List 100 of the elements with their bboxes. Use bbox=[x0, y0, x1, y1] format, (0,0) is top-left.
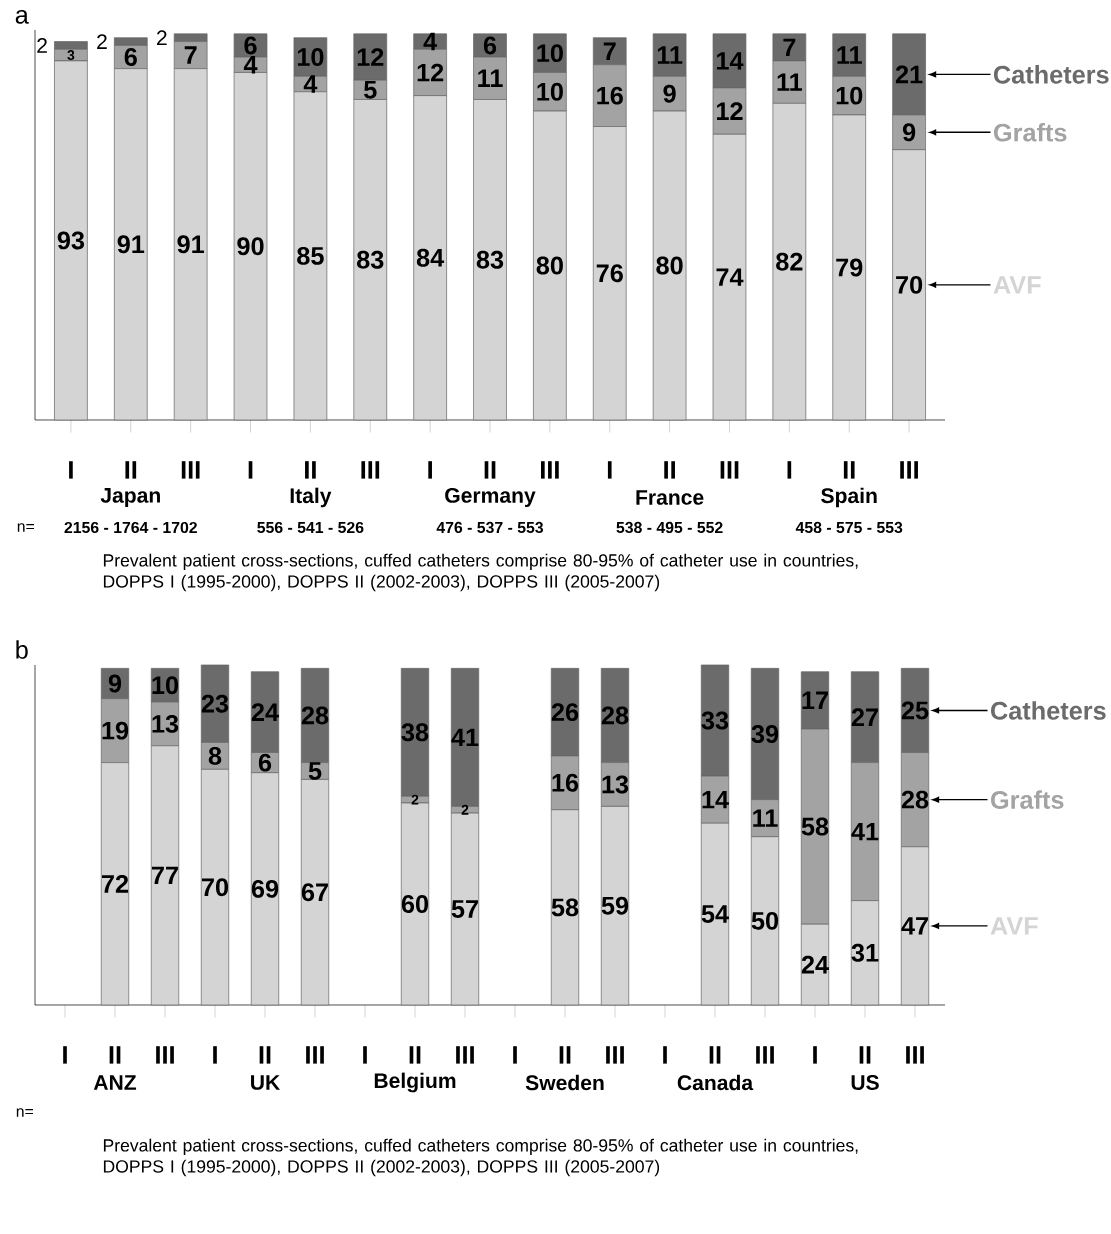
data-label: 13 bbox=[602, 775, 628, 794]
data-label: 28 bbox=[901, 790, 929, 809]
data-label: 72 bbox=[101, 874, 128, 893]
x-tick-label: II bbox=[125, 461, 136, 479]
data-label: 11 bbox=[657, 46, 683, 64]
x-tick-label: III bbox=[181, 461, 200, 479]
data-label: 12 bbox=[357, 48, 384, 66]
data-label: 31 bbox=[851, 943, 879, 962]
text: Canada bbox=[677, 1074, 754, 1091]
data-label: 4 bbox=[243, 56, 258, 74]
data-label: 58 bbox=[551, 898, 579, 917]
data-label: 7 bbox=[184, 46, 197, 64]
text: US bbox=[851, 1075, 879, 1090]
data-label: 54 bbox=[701, 905, 729, 923]
data-label: 70 bbox=[201, 878, 228, 897]
x-tick-label: III bbox=[361, 461, 379, 479]
data-label: 5 bbox=[363, 81, 377, 99]
data-label: 27 bbox=[851, 708, 878, 726]
x-tick-label: III bbox=[905, 1046, 924, 1064]
data-label: 41 bbox=[451, 728, 479, 747]
data-label: 74 bbox=[716, 268, 744, 286]
data-label: 67 bbox=[301, 883, 328, 902]
data-label: 76 bbox=[596, 264, 623, 283]
data-label: 11 bbox=[478, 69, 503, 87]
data-label: 2 bbox=[96, 34, 107, 49]
data-label: 82 bbox=[775, 252, 803, 271]
data-label: 24 bbox=[251, 703, 279, 721]
text: n= bbox=[16, 1108, 33, 1117]
data-label: 90 bbox=[237, 237, 264, 256]
data-label: 24 bbox=[801, 955, 829, 974]
text: Sweden bbox=[525, 1074, 604, 1091]
data-label: 9 bbox=[663, 84, 676, 103]
x-tick-label: I bbox=[62, 1046, 67, 1064]
data-label: 4 bbox=[303, 75, 318, 93]
chart-title: a bbox=[15, 9, 29, 24]
text: UK bbox=[250, 1075, 280, 1090]
x-tick-label: III bbox=[540, 461, 559, 479]
data-label: 3 bbox=[67, 50, 75, 61]
data-label: 13 bbox=[152, 714, 178, 733]
data-label: 84 bbox=[416, 248, 444, 267]
data-label: 19 bbox=[102, 721, 128, 740]
x-tick-label: III bbox=[305, 1046, 324, 1064]
data-label: 83 bbox=[476, 250, 503, 269]
data-label: 10 bbox=[297, 48, 324, 66]
x-tick-label: I bbox=[662, 1046, 667, 1064]
data-label: 6 bbox=[258, 753, 271, 772]
x-tick-label: I bbox=[362, 1046, 367, 1064]
text: 458 - 575 - 553 bbox=[795, 521, 903, 534]
data-label: 2 bbox=[461, 804, 469, 815]
data-label: 57 bbox=[451, 900, 478, 918]
data-label: 9 bbox=[108, 674, 121, 693]
chart-title: b bbox=[16, 640, 28, 659]
x-tick-label: II bbox=[304, 461, 316, 479]
text: 476 - 537 - 553 bbox=[436, 521, 543, 534]
text: n= bbox=[17, 523, 34, 532]
x-tick-label: II bbox=[709, 1046, 721, 1064]
x-tick-label: I bbox=[428, 461, 432, 479]
x-tick-label: II bbox=[109, 1046, 121, 1064]
data-label: 26 bbox=[551, 703, 578, 722]
data-label: 28 bbox=[601, 706, 629, 725]
text: Italy bbox=[290, 487, 332, 508]
data-label: 6 bbox=[244, 36, 257, 55]
data-label: 77 bbox=[151, 866, 178, 885]
text: Prevalent patient cross-sections, cuffed catheters comprise 80-95% of catheter use in countries, DOPPS I (1995-2000), DOPPS II (2002-2003), DOPPS III (2005-2007) bbox=[103, 553, 858, 592]
data-label: 25 bbox=[901, 701, 929, 720]
x-tick-label: I bbox=[212, 1046, 217, 1064]
text: Japan bbox=[100, 488, 160, 507]
data-label: 93 bbox=[57, 231, 84, 250]
data-label: 4 bbox=[423, 32, 437, 51]
text: 538 - 495 - 552 bbox=[616, 521, 723, 534]
text: Prevalent patient cross-sections, cuffed catheters comprise 80-95% of catheter use in countries, DOPPS I (1995-2000), DOPPS II (2002-2003), DOPPS III (2005-2007) bbox=[103, 1138, 858, 1177]
x-tick-label: III bbox=[155, 1046, 174, 1064]
data-label: 6 bbox=[483, 36, 496, 55]
data-label: 10 bbox=[537, 82, 563, 101]
data-label: 6 bbox=[124, 48, 137, 66]
data-label: 12 bbox=[716, 102, 743, 120]
x-tick-label: I bbox=[512, 1046, 517, 1064]
data-label: 2 bbox=[156, 30, 167, 46]
data-label: 91 bbox=[177, 235, 204, 254]
x-tick-label: II bbox=[843, 461, 855, 479]
x-tick-label: II bbox=[259, 1046, 271, 1064]
data-label: 83 bbox=[356, 250, 384, 269]
x-tick-label: II bbox=[859, 1046, 871, 1064]
data-label: 69 bbox=[251, 879, 278, 898]
x-tick-label: I bbox=[248, 461, 253, 479]
data-label: 80 bbox=[656, 256, 683, 275]
text: 556 - 541 - 526 bbox=[257, 521, 364, 534]
data-label: 11 bbox=[837, 46, 862, 64]
data-label: 47 bbox=[901, 917, 928, 935]
data-label: 21 bbox=[895, 65, 923, 84]
text: Grafts bbox=[990, 790, 1064, 809]
x-tick-label: III bbox=[605, 1046, 624, 1064]
data-label: 2 bbox=[411, 794, 419, 805]
x-tick-label: II bbox=[409, 1046, 421, 1064]
data-label: 16 bbox=[552, 773, 578, 792]
x-tick-label: III bbox=[755, 1046, 774, 1064]
data-label: 10 bbox=[152, 676, 178, 695]
data-label: 28 bbox=[301, 706, 329, 725]
text: 2156 - 1764 - 1702 bbox=[64, 521, 197, 534]
data-label: 12 bbox=[417, 63, 443, 82]
